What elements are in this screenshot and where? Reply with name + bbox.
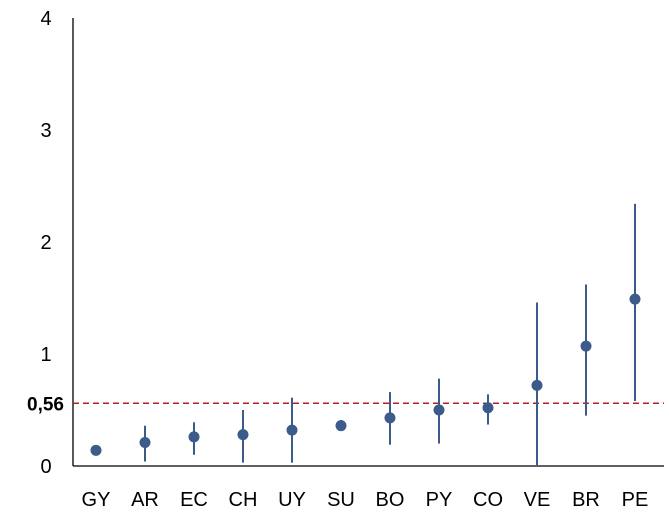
data-point [581,341,592,352]
error-bars [145,204,635,466]
data-point [287,425,298,436]
data-point [532,380,543,391]
data-points [91,294,641,456]
data-point [189,431,200,442]
x-tick-label: EC [180,489,208,511]
data-point [483,402,494,413]
reference-line-label: 0,56 [27,394,64,415]
data-point [630,294,641,305]
x-tick-label: CH [229,489,258,511]
data-point [336,420,347,431]
y-tick-label: 2 [40,232,51,254]
reference-line-group: 0,56 [27,394,664,415]
x-tick-label: PY [426,489,453,511]
x-tick-label: BR [572,489,600,511]
x-tick-label: PE [622,489,649,511]
data-point [140,437,151,448]
x-tick-labels: GY AR EC CH UY SU BO PY CO VE BR PE [82,489,649,511]
data-point [434,405,445,416]
y-tick-label: 1 [40,344,51,366]
x-tick-label: UY [278,489,306,511]
data-point [385,412,396,423]
x-tick-label: BO [376,489,405,511]
x-tick-label: GY [82,489,111,511]
x-tick-label: SU [327,489,355,511]
y-tick-label: 3 [40,120,51,142]
x-tick-label: VE [524,489,551,511]
x-tick-label: CO [473,489,503,511]
data-point [238,429,249,440]
x-tick-label: AR [131,489,159,511]
axes [73,18,664,466]
y-tick-label: 0 [40,456,51,478]
y-tick-label: 4 [40,8,51,30]
data-point [91,445,102,456]
